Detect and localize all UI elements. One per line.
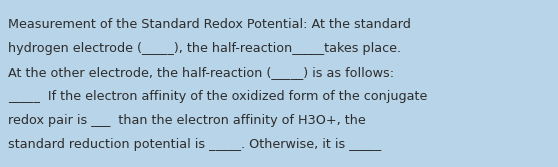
Text: hydrogen electrode (_____), the half-reaction_____takes place.: hydrogen electrode (_____), the half-rea… <box>8 42 401 55</box>
Text: standard reduction potential is _____. Otherwise, it is _____: standard reduction potential is _____. O… <box>8 138 381 151</box>
Text: At the other electrode, the half-reaction (_____) is as follows:: At the other electrode, the half-reactio… <box>8 66 394 79</box>
Text: redox pair is ___  than the electron affinity of H3O+, the: redox pair is ___ than the electron affi… <box>8 114 365 127</box>
Text: _____  If the electron affinity of the oxidized form of the conjugate: _____ If the electron affinity of the ox… <box>8 90 427 103</box>
Text: Measurement of the Standard Redox Potential: At the standard: Measurement of the Standard Redox Potent… <box>8 18 411 31</box>
